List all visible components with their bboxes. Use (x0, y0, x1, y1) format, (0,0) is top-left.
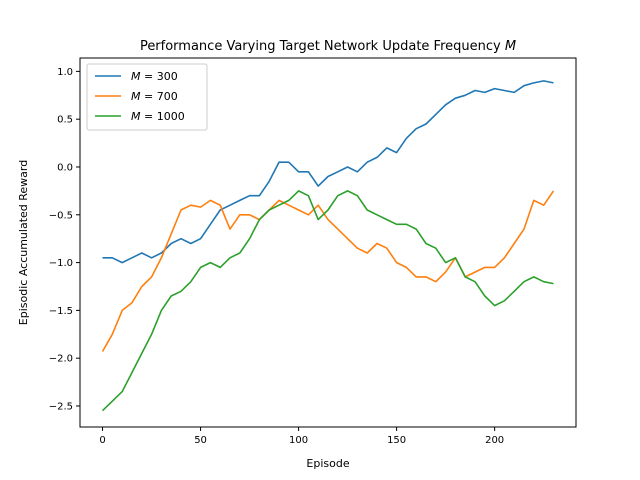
legend-value: = 300 (141, 70, 178, 83)
legend-entry: M = 300 (131, 70, 178, 83)
x-tick-label: 50 (194, 435, 207, 446)
y-tick-label: −2.5 (49, 401, 73, 412)
y-tick-label: 0.5 (57, 115, 73, 126)
legend-value: = 700 (141, 90, 178, 103)
series-layer (101, 80, 555, 412)
x-tick-label: 200 (485, 435, 504, 446)
chart-title: Performance Varying Target Network Updat… (140, 39, 516, 54)
legend-value: = 1000 (141, 110, 185, 123)
x-tick-label: 150 (387, 435, 406, 446)
y-tick-label: −1.0 (49, 258, 73, 269)
legend-var: M (131, 110, 141, 123)
series-line-3 (101, 190, 554, 412)
x-tick-label: 0 (99, 435, 105, 446)
y-tick-label: 0.0 (57, 162, 73, 173)
legend-frame (86, 63, 208, 131)
x-tick-label: 100 (289, 435, 308, 446)
legend-entry: M = 700 (131, 90, 178, 103)
y-tick-label: −2.0 (49, 354, 73, 365)
y-tick-label: −0.5 (49, 210, 73, 221)
legend-entry: M = 1000 (131, 110, 185, 123)
series-line-1 (102, 80, 554, 264)
legend-var: M (131, 90, 141, 103)
series-line-2 (101, 190, 555, 352)
y-axis-ticks: −2.5 −2.0 −1.5 −1.0 −0.5 0.0 0.5 1.0 (49, 67, 80, 412)
legend-var: M (131, 70, 141, 83)
y-tick-label: 1.0 (57, 67, 73, 78)
y-axis-label: Episodic Accumulated Reward (17, 160, 30, 325)
plot-frame (79, 57, 577, 428)
x-axis-ticks: 0 50 100 150 200 (99, 427, 504, 446)
y-tick-label: −1.5 (49, 306, 73, 317)
x-axis-label: Episode (306, 457, 349, 470)
